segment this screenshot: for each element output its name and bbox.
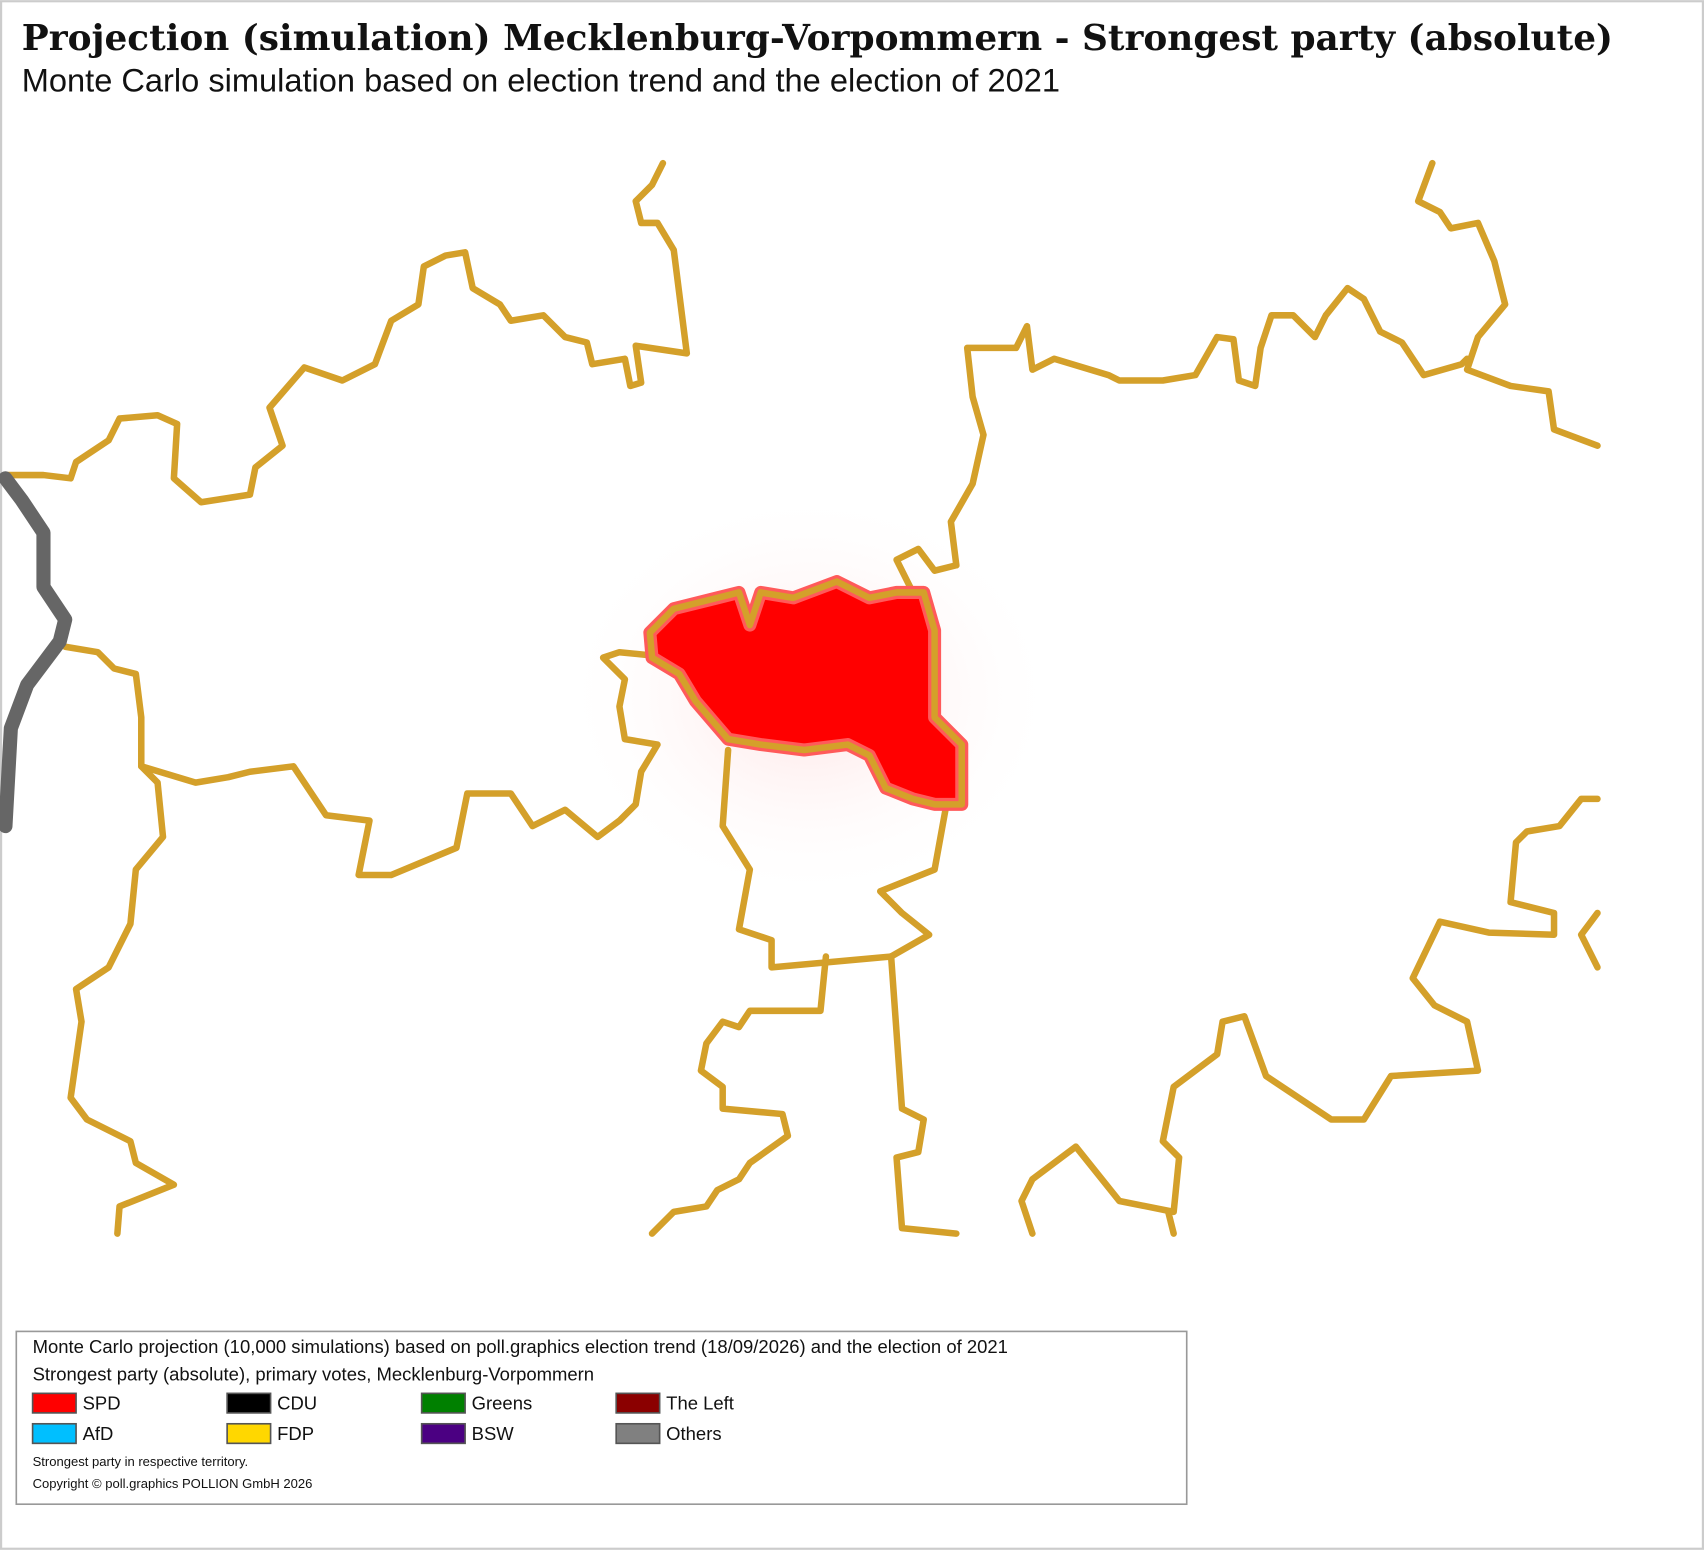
border [1018,795,1601,1237]
border [1414,159,1601,449]
border [67,763,178,1237]
legend-swatch [226,1422,272,1445]
legend-label: Greens [472,1393,533,1414]
region-border [646,578,966,808]
title: Projection (simulation) Mecklenburg-Vorp… [22,17,1613,59]
legend-label: Others [666,1423,721,1444]
copyright: Copyright © poll.graphics POLLION GmbH 2… [33,1476,313,1491]
legend-box [15,1330,1188,1506]
border [893,545,960,596]
legend-label: BSW [472,1423,515,1444]
legend-line: Monte Carlo projection (10,000 simulatio… [33,1336,1008,1357]
subtitle: Monte Carlo simulation based on election… [22,61,1060,98]
legend-label: FDP [277,1423,314,1444]
legend-swatch [420,1392,466,1414]
legend-swatch [226,1392,272,1414]
legend-label: AfD [83,1423,114,1444]
legend-swatch [420,1422,466,1445]
legend-label: SPD [83,1393,121,1414]
border [648,953,830,1237]
border [61,643,661,879]
legend-swatch [615,1422,661,1445]
borders [0,159,1601,1237]
border [947,284,1471,569]
legend: Monte Carlo projection (10,000 simulatio… [15,1330,1188,1506]
border [1164,1208,1177,1237]
legend-line: Strongest party (absolute), primary vote… [33,1363,594,1384]
legend-label: The Left [666,1393,734,1414]
border [876,806,949,960]
legend-note: Strongest party in respective territory. [33,1454,249,1469]
legend-swatch [31,1392,77,1414]
legend-label: CDU [277,1393,317,1414]
border [1577,909,1601,971]
border [2,159,691,506]
legend-swatch [31,1422,77,1445]
state-border [0,471,73,834]
legend-swatch [615,1392,661,1414]
